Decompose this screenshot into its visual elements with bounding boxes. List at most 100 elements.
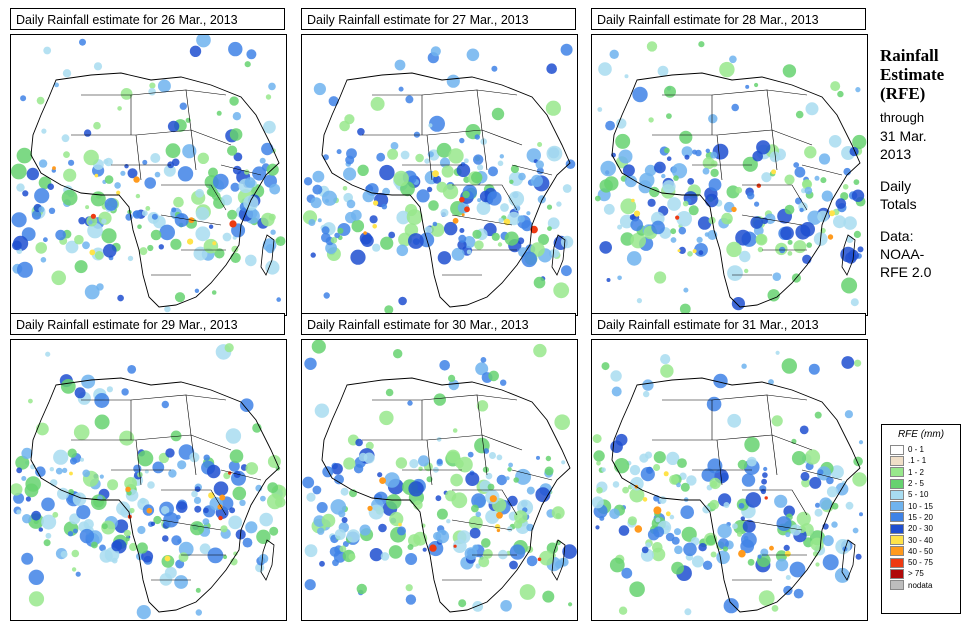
rain-cell bbox=[49, 467, 54, 472]
rain-cell bbox=[104, 157, 113, 167]
rain-cell bbox=[767, 289, 780, 302]
country-border bbox=[476, 89, 518, 96]
rain-cell bbox=[170, 238, 182, 250]
rain-cell bbox=[409, 459, 419, 469]
rain-cell bbox=[26, 167, 39, 181]
rain-cell bbox=[244, 169, 250, 175]
heavy-rain-cell bbox=[663, 471, 669, 477]
rain-cell bbox=[622, 486, 629, 494]
legend-label: 40 - 50 bbox=[908, 546, 933, 556]
rain-cell bbox=[521, 251, 537, 268]
rain-cell bbox=[61, 189, 78, 206]
heavy-rain-cell bbox=[164, 555, 171, 562]
rain-cell bbox=[41, 128, 47, 134]
rain-cell bbox=[246, 49, 257, 60]
country-border bbox=[742, 489, 808, 516]
heavy-rain-cell bbox=[379, 477, 386, 484]
rain-cell bbox=[178, 552, 189, 563]
legend-swatch bbox=[890, 444, 904, 455]
country-border bbox=[452, 184, 518, 211]
rain-cell bbox=[396, 210, 410, 225]
legend-item: 10 - 15 bbox=[882, 500, 960, 512]
country-border bbox=[766, 394, 808, 401]
country-border bbox=[190, 129, 197, 171]
rain-cell bbox=[310, 252, 316, 258]
rain-cell bbox=[343, 457, 356, 470]
rain-cell bbox=[781, 358, 797, 374]
legend-item: 50 - 75 bbox=[882, 557, 960, 568]
panel-title: Daily Rainfall estimate for 29 Mar., 201… bbox=[10, 313, 285, 335]
rain-cell bbox=[661, 173, 666, 179]
rain-cell bbox=[72, 492, 87, 506]
rain-cell bbox=[16, 261, 33, 278]
rain-cell bbox=[630, 476, 644, 491]
country-border bbox=[741, 519, 803, 531]
heavy-rain-cell bbox=[769, 545, 774, 551]
rain-cell bbox=[338, 510, 346, 518]
rain-cell bbox=[321, 513, 336, 528]
rain-cell bbox=[500, 379, 507, 386]
rain-cell bbox=[660, 364, 674, 378]
rain-cell bbox=[436, 437, 442, 442]
rain-cell bbox=[533, 276, 546, 289]
rain-cell bbox=[472, 229, 482, 239]
rain-cell bbox=[124, 477, 137, 490]
country-border bbox=[190, 434, 197, 476]
rain-cell bbox=[451, 247, 465, 261]
rain-cell bbox=[742, 519, 756, 533]
rain-cell bbox=[339, 120, 350, 132]
rain-cell bbox=[182, 144, 197, 159]
rain-cell bbox=[533, 343, 547, 358]
rain-cell bbox=[680, 505, 694, 519]
rainfall-map bbox=[301, 34, 578, 316]
rain-cell bbox=[144, 177, 156, 189]
rain-cell bbox=[815, 562, 820, 567]
country-border bbox=[662, 399, 713, 440]
heavy-rain-cell bbox=[537, 557, 542, 562]
rain-cell bbox=[230, 252, 241, 263]
heavy-rain-cell bbox=[453, 544, 457, 548]
rain-cell bbox=[445, 490, 457, 502]
legend-swatch bbox=[890, 501, 904, 512]
rain-cell bbox=[682, 200, 689, 207]
rain-cell bbox=[842, 184, 849, 190]
rain-cell bbox=[436, 508, 448, 520]
legend-label: 1 - 2 bbox=[908, 467, 925, 477]
rain-cell bbox=[683, 287, 689, 293]
rain-cell bbox=[429, 115, 445, 132]
heavy-rain-cell bbox=[634, 525, 643, 533]
rain-cell bbox=[740, 516, 745, 521]
rain-cell bbox=[147, 481, 155, 489]
rain-cell bbox=[312, 485, 322, 495]
heavy-rain-cell bbox=[461, 213, 465, 217]
rain-field bbox=[592, 350, 867, 616]
rain-cell bbox=[388, 545, 403, 559]
rain-cell bbox=[536, 455, 540, 460]
rain-cell bbox=[79, 528, 95, 544]
rain-cell bbox=[491, 232, 500, 241]
rain-cell bbox=[744, 268, 749, 274]
rain-cell bbox=[510, 164, 519, 174]
rain-cell bbox=[20, 95, 27, 102]
rain-cell bbox=[815, 502, 820, 508]
rainfall-map bbox=[10, 34, 287, 316]
rain-cell bbox=[713, 373, 728, 389]
rain-cell bbox=[800, 222, 815, 237]
rain-cell bbox=[643, 390, 650, 398]
rain-cell bbox=[775, 350, 780, 355]
rain-cell bbox=[114, 519, 129, 533]
heavy-rain-cell bbox=[363, 231, 367, 235]
legend-label: nodata bbox=[908, 580, 933, 590]
rain-cell bbox=[424, 226, 433, 235]
rain-field bbox=[11, 343, 286, 620]
rain-cell bbox=[106, 386, 113, 393]
rain-cell bbox=[388, 231, 396, 239]
rain-cell bbox=[687, 251, 693, 257]
heavy-rain-cell bbox=[398, 522, 402, 527]
rain-cell bbox=[359, 524, 371, 536]
rain-cell bbox=[530, 174, 543, 187]
rain-cell bbox=[222, 232, 232, 242]
rain-cell bbox=[430, 46, 441, 57]
rain-cell bbox=[63, 151, 70, 158]
rain-cell bbox=[830, 81, 841, 92]
